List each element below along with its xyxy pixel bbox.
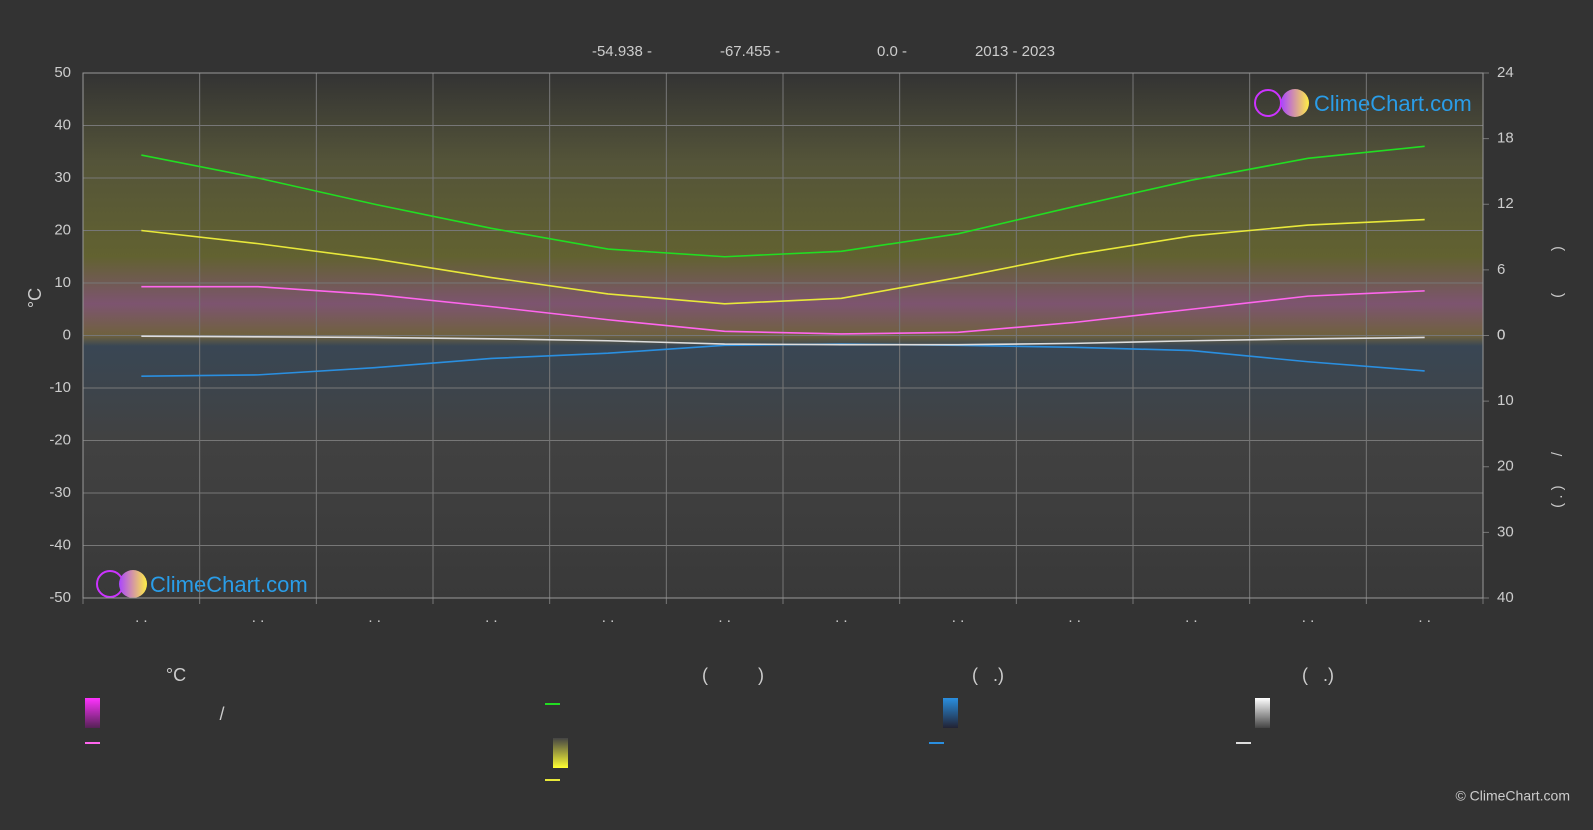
- legend-swatch: [85, 698, 100, 728]
- years: 2013 - 2023: [975, 43, 1055, 60]
- copyright: © ClimeChart.com: [1455, 788, 1570, 804]
- series-line: [141, 335, 1425, 346]
- x-tick-label: . .: [835, 609, 848, 626]
- elevation: 0.0 -: [877, 43, 907, 60]
- y-tick-label: 10: [54, 274, 71, 291]
- y3-tick-label: 10: [1497, 392, 1514, 409]
- y2-tick-label: 0: [1497, 326, 1505, 343]
- y-tick-label: 50: [54, 64, 71, 81]
- legend-swatch: [943, 698, 958, 728]
- y3-axis-label: ( . ) /: [1549, 451, 1566, 508]
- y3-tick-label: 40: [1497, 589, 1514, 606]
- y2-tick-label: 12: [1497, 195, 1514, 212]
- latitude: -54.938 -: [592, 43, 652, 60]
- x-tick-label: . .: [368, 609, 381, 626]
- legend-swatch: [1255, 698, 1270, 728]
- series-line: [141, 145, 1425, 258]
- legend-header: ( .): [972, 665, 1004, 685]
- series-line: [141, 218, 1425, 305]
- y2-axis-label: ( ): [1549, 246, 1566, 298]
- x-tick-label: . .: [1418, 609, 1431, 626]
- longitude: -67.455 -: [720, 43, 780, 60]
- y-tick-label: -30: [49, 484, 71, 501]
- x-tick-label: . .: [252, 609, 265, 626]
- logo-text: ClimeChart.com: [1314, 91, 1472, 116]
- legend-note: /: [219, 704, 224, 724]
- x-tick-label: . .: [1185, 609, 1198, 626]
- y2-tick-label: 18: [1497, 130, 1514, 147]
- y2-tick-label: 6: [1497, 261, 1505, 278]
- y-tick-label: -50: [49, 589, 71, 606]
- y-tick-label: 40: [54, 116, 71, 133]
- header: -54.938 - -67.455 - 0.0 - 2013 - 2023: [592, 43, 1055, 60]
- x-tick-label: . .: [1302, 609, 1315, 626]
- y-tick-label: 30: [54, 169, 71, 186]
- y2-tick-label: 24: [1497, 64, 1514, 81]
- y3-tick-label: 30: [1497, 523, 1514, 540]
- y3-tick-label: 20: [1497, 458, 1514, 475]
- legend-header: °C: [166, 665, 186, 685]
- y-axis-label: °C: [25, 288, 45, 308]
- y-tick-label: -40: [49, 536, 71, 553]
- x-tick-label: . .: [135, 609, 148, 626]
- x-tick-label: . .: [602, 609, 615, 626]
- x-tick-label: . .: [718, 609, 731, 626]
- series-line: [141, 285, 1425, 335]
- y-tick-label: -20: [49, 431, 71, 448]
- legend-swatch: [553, 738, 568, 768]
- logo: ClimeChart.com ClimeChart.com: [96, 89, 1472, 598]
- legend-header: ( .): [1302, 665, 1334, 685]
- y3-tick-label: 0: [1497, 326, 1505, 343]
- y-tick-label: 0: [63, 326, 71, 343]
- y-tick-label: -10: [49, 379, 71, 396]
- y-tick-label: 20: [54, 221, 71, 238]
- logo-text: ClimeChart.com: [150, 572, 308, 597]
- x-tick-label: . .: [485, 609, 498, 626]
- x-tick-label: . .: [952, 609, 965, 626]
- plot-frame: [82, 72, 1484, 599]
- x-tick-label: . .: [1068, 609, 1081, 626]
- legend-header: ( ): [702, 665, 764, 685]
